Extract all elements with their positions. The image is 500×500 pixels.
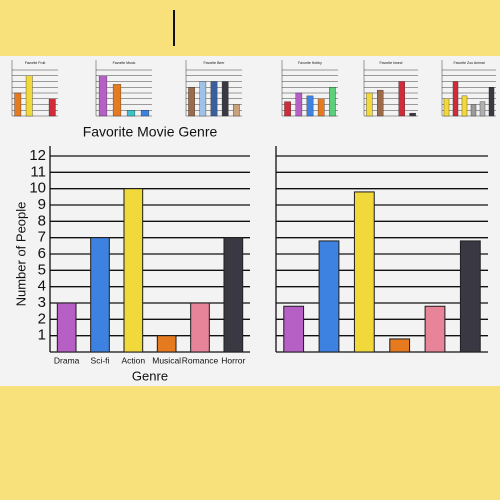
bar — [377, 89, 384, 117]
bar — [409, 112, 416, 117]
chart-title: Favorite Zoo Animal — [453, 61, 484, 65]
y-tick-label: 8 — [38, 212, 46, 229]
chart-title: Favorite Beer — [203, 61, 225, 65]
bar — [398, 81, 405, 117]
bar — [470, 104, 477, 117]
x-tick-label: Drama — [54, 355, 80, 365]
y-tick-label: 2 — [38, 310, 46, 327]
bar — [199, 81, 207, 117]
bar — [389, 338, 411, 353]
y-tick-label: 9 — [38, 196, 46, 213]
bar — [48, 98, 56, 117]
bar — [283, 305, 305, 353]
bar — [188, 87, 195, 117]
bar — [56, 302, 77, 353]
bar — [424, 305, 446, 353]
y-tick-label: 6 — [38, 245, 46, 262]
bar — [123, 188, 144, 353]
bar — [284, 101, 291, 117]
x-tick-label: Sci-fi — [91, 355, 110, 365]
bar — [98, 75, 108, 117]
bar — [329, 87, 336, 117]
bar — [488, 87, 495, 117]
bar — [317, 98, 325, 117]
bar — [223, 237, 244, 353]
bar — [14, 92, 22, 117]
bar — [25, 75, 33, 117]
y-tick-label: 7 — [38, 229, 46, 246]
bar — [221, 81, 229, 117]
chart-title: Favorite Music — [113, 61, 136, 65]
bar — [306, 95, 314, 117]
y-tick-label: 3 — [38, 294, 46, 311]
bar — [479, 101, 486, 117]
bar — [233, 104, 240, 117]
bar — [295, 92, 303, 117]
bar — [443, 98, 450, 117]
chart-title: Favorite Movie Genre — [83, 124, 218, 140]
chart-title: Favorite Insect — [380, 61, 403, 65]
x-tick-label: Horror — [221, 355, 245, 365]
bar — [90, 237, 110, 353]
x-tick-label: Romance — [182, 355, 219, 365]
bar — [318, 240, 340, 353]
y-axis-label: Number of People — [13, 202, 28, 307]
y-tick-label: 5 — [38, 261, 46, 278]
bar — [452, 81, 459, 117]
y-tick-label: 11 — [30, 163, 46, 180]
bar — [156, 335, 177, 353]
bar — [210, 81, 218, 117]
bar — [140, 110, 150, 117]
bar — [353, 191, 375, 353]
y-tick-label: 4 — [38, 278, 46, 295]
bar — [126, 110, 136, 117]
chart-title: Favorite Hobby — [298, 61, 322, 65]
bar — [366, 92, 373, 117]
bar — [112, 84, 122, 117]
y-tick-label: 1 — [38, 327, 46, 344]
bar — [461, 95, 468, 117]
y-tick-label: 10 — [29, 180, 46, 197]
chart-title: Favorite Fruit — [25, 61, 46, 65]
x-tick-label: Musical — [152, 355, 181, 365]
y-tick-label: 12 — [29, 147, 46, 164]
x-tick-label: Action — [122, 355, 146, 365]
bar — [459, 240, 481, 353]
x-axis-label: Genre — [132, 368, 168, 383]
bar — [190, 302, 210, 353]
